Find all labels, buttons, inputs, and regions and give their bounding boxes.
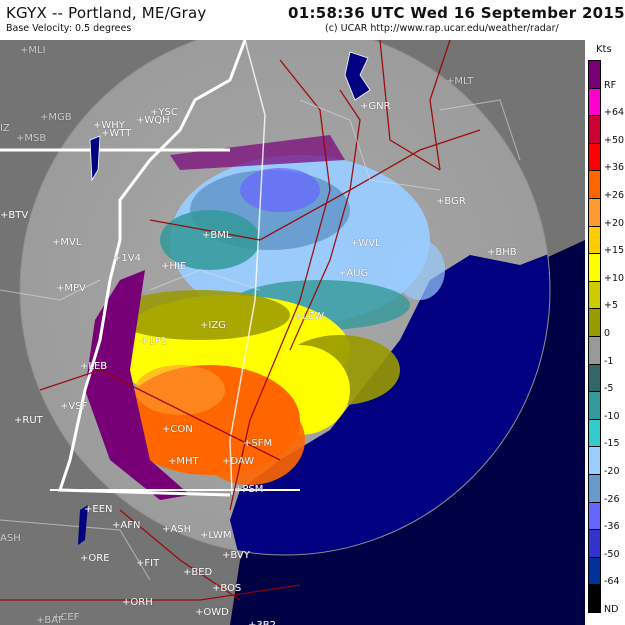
city-label: +MSB — [16, 133, 47, 144]
city-label: +HIE — [161, 261, 187, 272]
city-label: +BAF — [36, 615, 64, 625]
legend-swatch — [588, 198, 601, 227]
city-label: +RUT — [14, 415, 43, 426]
velocity-legend: Kts RF +64 +50 +36 +26 +20 +15 +10 +5 0 -1 -5 -10 -15… — [585, 40, 625, 625]
legend-swatch — [588, 225, 601, 255]
legend-label: RF — [604, 79, 617, 91]
city-label: +BED — [183, 567, 213, 578]
legend-label: +36 — [604, 162, 625, 174]
legend-swatch — [588, 363, 601, 393]
legend-swatch — [588, 501, 601, 531]
city-label: +IZG — [200, 320, 226, 331]
legend-label: -5 — [604, 383, 614, 395]
radar-map[interactable]: +MLI +MGB +MSB IZ +WHY +WTT +YSC +WQH +GNR +MLT +B… — [0, 40, 585, 625]
city-label: +BTV — [0, 210, 29, 221]
legend-swatch — [588, 280, 601, 310]
city-label: +WVL — [350, 238, 381, 249]
legend-label: -15 — [604, 438, 620, 450]
city-label: +CEF — [52, 612, 80, 623]
city-label: +MHT — [168, 456, 199, 467]
city-label: +PSM — [234, 484, 264, 495]
legend-swatch — [588, 60, 601, 89]
radar-image — [0, 40, 585, 625]
city-label: +WTT — [101, 128, 132, 139]
city-label: +OWD — [195, 607, 229, 618]
legend-label: -36 — [604, 521, 620, 533]
city-label: +MVL — [52, 237, 82, 248]
legend-swatch — [588, 170, 601, 199]
city-label: +MPV — [56, 283, 86, 294]
city-label: +3B2 — [248, 620, 276, 625]
legend-swatch — [588, 529, 601, 558]
legend-label: +15 — [604, 245, 625, 257]
legend-swatch — [588, 584, 601, 613]
city-label: +BML — [202, 230, 232, 241]
city-label: +CON — [162, 424, 193, 435]
legend-swatch — [588, 336, 601, 365]
city-label: +MLI — [20, 45, 46, 56]
header: KGYX -- Portland, ME/Gray Base Velocity:… — [0, 0, 625, 40]
credit-url: (c) UCAR http://www.rap.ucar.edu/weather… — [325, 23, 559, 34]
legend-label: -10 — [604, 410, 620, 422]
legend-label: -20 — [604, 466, 620, 477]
city-label: IZ — [0, 123, 10, 134]
legend-swatch — [588, 391, 601, 420]
legend-swatch — [588, 308, 601, 337]
legend-label: -64 — [604, 576, 620, 588]
legend-label: ND — [604, 604, 619, 615]
city-label: +LEW — [294, 311, 325, 322]
city-label: +BGR — [436, 196, 466, 207]
city-label: +LEB — [80, 361, 108, 372]
city-label: +AFN — [112, 520, 141, 531]
city-label: +1V4 — [113, 253, 141, 264]
legend-label: +26 — [604, 190, 625, 201]
city-label: +AUG — [338, 268, 369, 279]
city-label: +LWM — [200, 530, 232, 541]
city-label: +GNR — [360, 101, 391, 112]
legend-label: +64 — [604, 107, 625, 119]
city-label: +EEN — [84, 504, 113, 515]
city-label: +FIT — [136, 558, 160, 569]
legend-swatch — [588, 87, 601, 117]
city-label: +MGB — [40, 112, 72, 123]
city-label: +BHB — [487, 247, 517, 258]
city-label: +ORH — [122, 597, 153, 608]
product-label: Base Velocity: 0.5 degrees — [6, 23, 132, 34]
city-label: +ORE — [80, 553, 110, 564]
legend-swatch — [588, 142, 601, 172]
legend-swatch — [588, 556, 601, 586]
city-label: +WHY — [93, 120, 125, 131]
legend-label: -26 — [604, 493, 620, 505]
legend-swatch — [588, 115, 601, 144]
legend-label: 0 — [604, 328, 611, 339]
city-label: +SFM — [243, 438, 273, 449]
city-label: +ASH — [162, 524, 192, 535]
city-label: +MLT — [446, 76, 474, 87]
legend-label: +10 — [604, 272, 625, 284]
city-label: +DAW — [222, 456, 255, 467]
city-label: ASH — [0, 533, 21, 544]
city-label: +WQH — [136, 115, 170, 126]
legend-swatch — [588, 446, 601, 475]
legend-units: Kts — [596, 44, 612, 55]
legend-swatch — [588, 474, 601, 503]
legend-swatch — [588, 253, 601, 282]
timestamp: 01:58:36 UTC Wed 16 September 2015 — [288, 4, 625, 22]
legend-label: +20 — [604, 217, 625, 229]
legend-label: -1 — [604, 355, 614, 367]
legend-label: -50 — [604, 548, 620, 560]
city-label: +BOS — [212, 583, 242, 594]
legend-label: +5 — [604, 300, 619, 312]
city-label: +YSC — [150, 107, 178, 118]
city-label: +BVY — [222, 550, 250, 561]
city-label: +VSF — [60, 401, 88, 412]
station-title: KGYX -- Portland, ME/Gray — [6, 4, 207, 22]
city-label: +1P1 — [140, 336, 168, 347]
legend-label: +50 — [604, 134, 625, 146]
legend-swatch — [588, 418, 601, 448]
